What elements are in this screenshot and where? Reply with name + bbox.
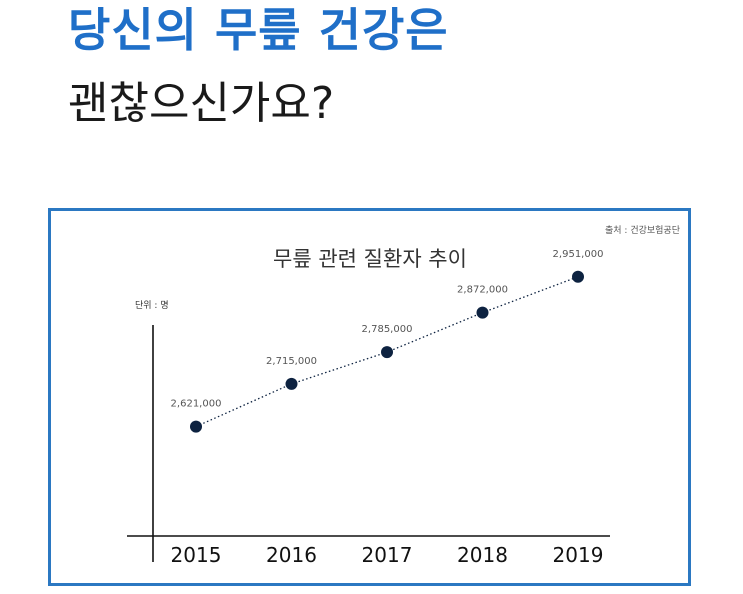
- x-tick-label: 2019: [553, 543, 604, 567]
- data-label: 2,621,000: [171, 399, 222, 410]
- data-label: 2,951,000: [553, 249, 604, 260]
- data-point: [190, 420, 202, 433]
- data-point: [285, 377, 298, 390]
- data-point: [572, 270, 584, 283]
- headline-line-2: 괜찮으신가요?: [68, 78, 335, 129]
- chart-title: 무릎 관련 질환자 추이: [273, 247, 467, 271]
- data-point: [476, 306, 489, 319]
- data-label: 2,785,000: [362, 324, 413, 335]
- chart-source: 출처 : 건강보험공단: [605, 224, 680, 236]
- x-tick-label: 2018: [457, 543, 508, 567]
- chart-frame: [48, 208, 691, 586]
- x-tick-label: 2016: [266, 543, 317, 567]
- data-point: [381, 346, 393, 359]
- data-label: 2,872,000: [457, 285, 508, 296]
- data-label: 2,715,000: [266, 356, 317, 367]
- headline-line-1: 당신의 무릎 건강은: [68, 3, 449, 57]
- x-tick-label: 2017: [362, 543, 413, 567]
- chart-unit: 단위 : 명: [135, 300, 169, 311]
- x-tick-label: 2015: [171, 543, 222, 567]
